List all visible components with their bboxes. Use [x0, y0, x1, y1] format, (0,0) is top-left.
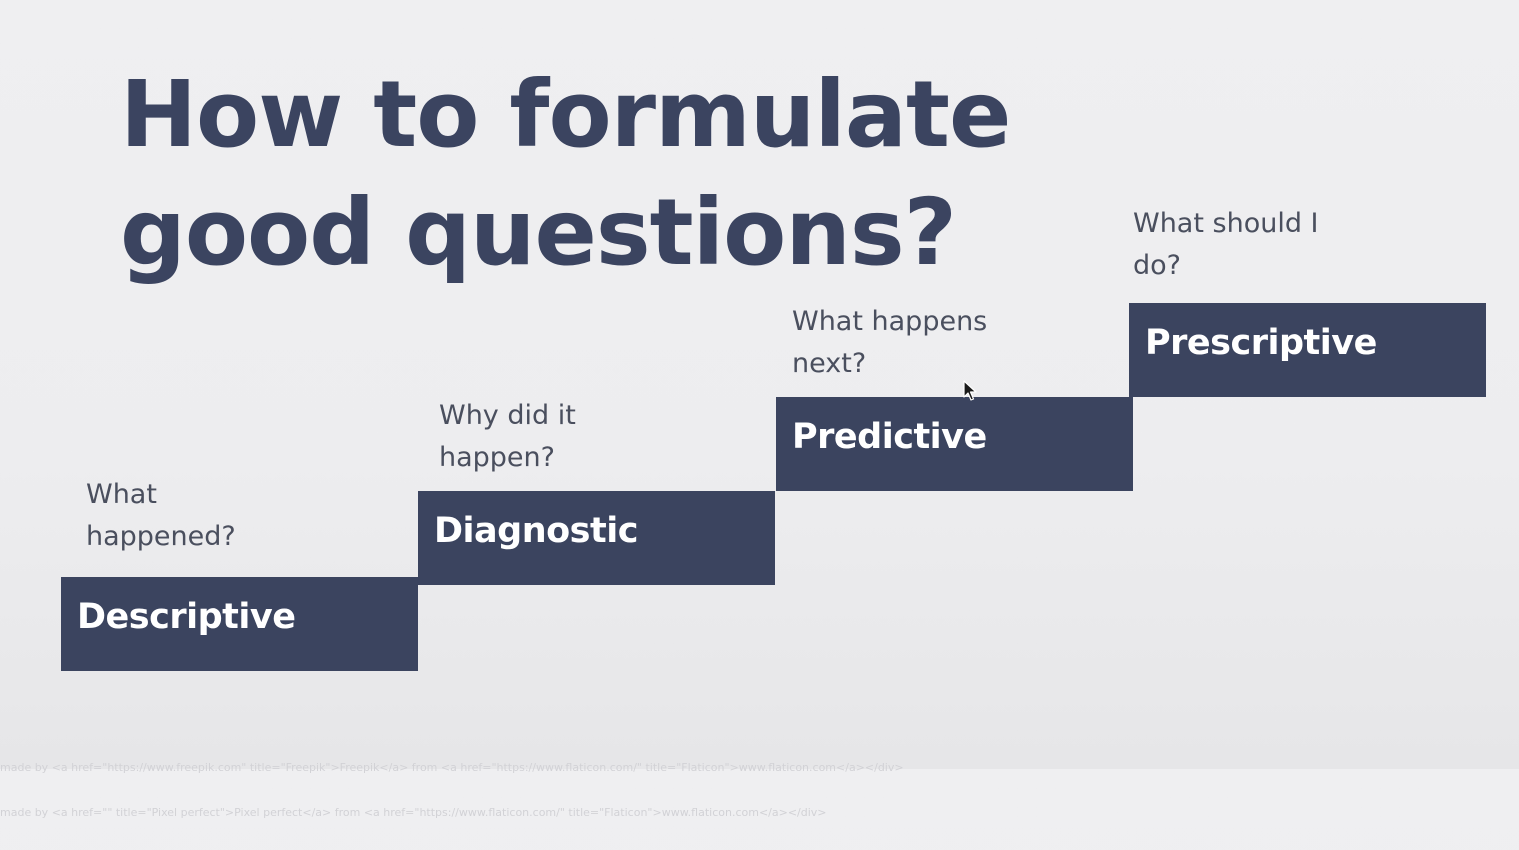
- step-diagnostic: Diagnostic: [418, 491, 775, 585]
- slide: How to formulate good questions? What ha…: [0, 61, 1486, 819]
- step-prescriptive: Prescriptive: [1129, 303, 1486, 397]
- question-diagnostic: Why did it happen?: [439, 400, 576, 473]
- question-predictive: What happens next?: [792, 306, 988, 379]
- attribution-line: made by <a href="https://www.freepik.com…: [0, 761, 904, 774]
- mouse-pointer-icon: [963, 380, 977, 401]
- attribution: made by <a href="https://www.freepik.com…: [0, 730, 904, 850]
- step-predictive: Predictive: [776, 397, 1133, 491]
- question-descriptive: What happened?: [86, 479, 236, 552]
- step-label-prescriptive: Prescriptive: [1145, 323, 1377, 363]
- step-label-predictive: Predictive: [792, 417, 987, 457]
- step-label-diagnostic: Diagnostic: [434, 511, 639, 551]
- slide-title: How to formulate good questions?: [120, 61, 1011, 286]
- step-descriptive: Descriptive: [61, 577, 418, 671]
- question-prescriptive: What should I do?: [1133, 208, 1319, 281]
- step-label-descriptive: Descriptive: [77, 597, 296, 637]
- attribution-line: made by <a href="" title="Pixel perfect"…: [0, 806, 827, 819]
